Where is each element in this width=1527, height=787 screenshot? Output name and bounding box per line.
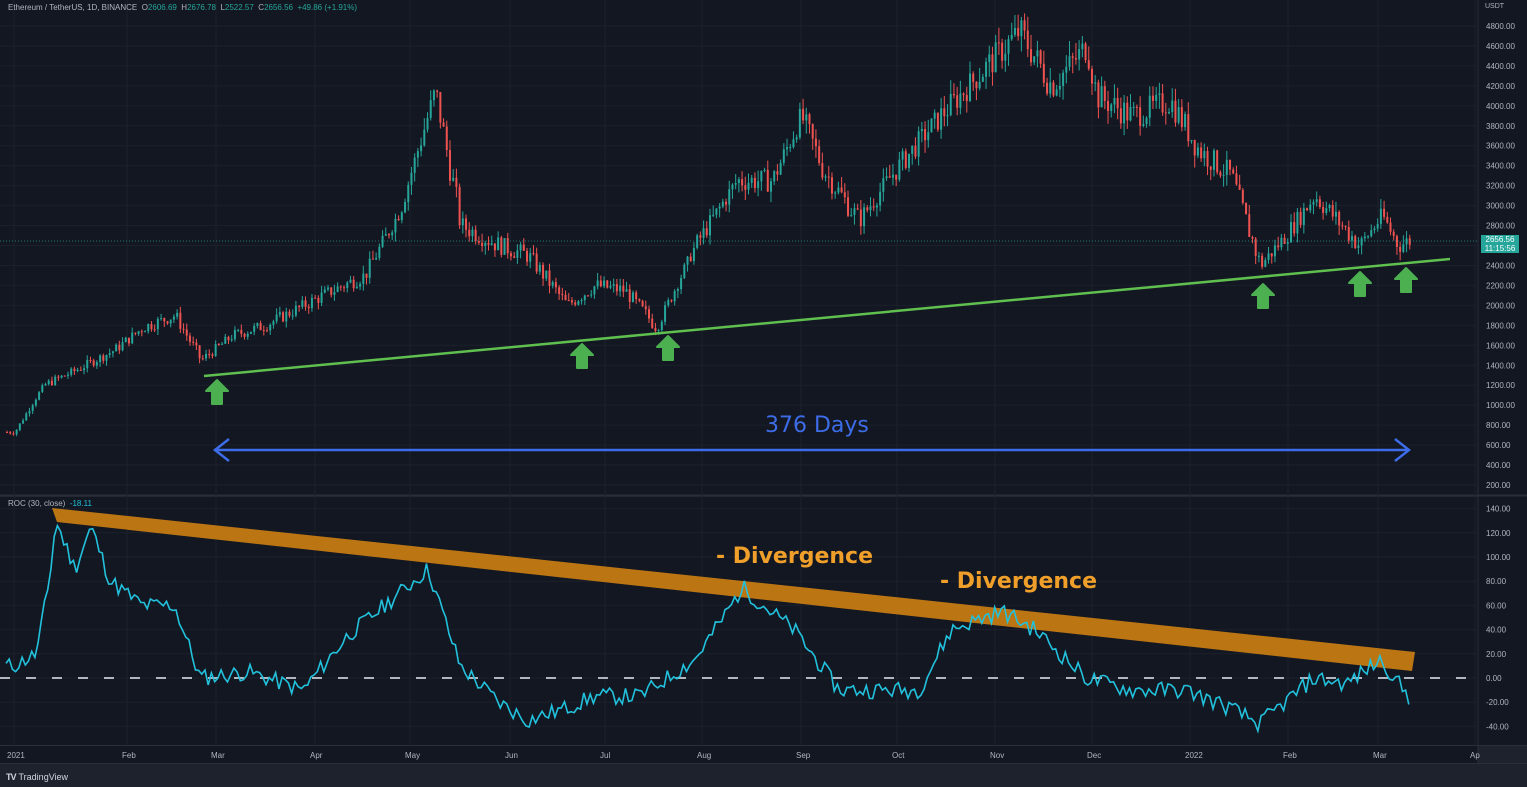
svg-text:2400.00: 2400.00	[1486, 261, 1515, 270]
svg-text:Feb: Feb	[1283, 751, 1297, 760]
svg-text:200.00: 200.00	[1486, 481, 1511, 490]
svg-text:Mar: Mar	[211, 751, 225, 760]
symbol-legend[interactable]: Ethereum / TetherUS, 1D, BINANCE O2606.6…	[8, 3, 358, 12]
support-trendline[interactable]	[203, 257, 1451, 378]
svg-text:Nov: Nov	[990, 751, 1004, 760]
svg-text:1400.00: 1400.00	[1486, 361, 1515, 370]
svg-text:3000.00: 3000.00	[1486, 202, 1515, 211]
svg-text:4000.00: 4000.00	[1486, 102, 1515, 111]
roc-line	[5, 523, 1410, 734]
arrow-left-icon	[212, 438, 230, 462]
svg-text:4600.00: 4600.00	[1486, 42, 1515, 51]
close-value: 2656.56	[264, 3, 293, 12]
svg-text:800.00: 800.00	[1486, 421, 1511, 430]
svg-text:600.00: 600.00	[1486, 441, 1511, 450]
roc-legend[interactable]: ROC (30, close) -18.11	[8, 499, 92, 508]
grid-lines	[0, 0, 1478, 745]
svg-text:3600.00: 3600.00	[1486, 142, 1515, 151]
arrow-right-icon	[1394, 438, 1412, 462]
svg-text:4800.00: 4800.00	[1486, 22, 1515, 31]
svg-text:Feb: Feb	[122, 751, 136, 760]
svg-text:Jul: Jul	[600, 751, 610, 760]
days-label[interactable]: 376 Days	[765, 413, 869, 438]
svg-text:2022: 2022	[1185, 751, 1203, 760]
tradingview-logo-icon: TV	[6, 772, 16, 782]
up-arrow-icon	[205, 379, 229, 405]
svg-text:Apr: Apr	[310, 751, 323, 760]
range-arrow[interactable]	[212, 438, 1412, 462]
up-arrow-icon	[1251, 283, 1275, 309]
symbol-title: Ethereum / TetherUS, 1D, BINANCE	[8, 3, 138, 12]
price-axis-labels: 4800.00 4600.00 4400.00 4200.00 4000.00 3800.…	[1486, 22, 1515, 490]
svg-text:Jun: Jun	[505, 751, 518, 760]
svg-text:2800.00: 2800.00	[1486, 222, 1515, 231]
svg-text:3400.00: 3400.00	[1486, 162, 1515, 171]
open-value: 2606.69	[147, 3, 177, 12]
price-scale[interactable]	[1478, 0, 1527, 745]
svg-text:120.00: 120.00	[1486, 529, 1511, 538]
up-arrow-icon	[1394, 267, 1418, 293]
bar-countdown: 11:15:56	[1484, 243, 1516, 253]
divergence-label-1[interactable]: - Divergence	[716, 544, 873, 569]
candlestick-series	[6, 13, 1411, 437]
svg-text:80.00: 80.00	[1486, 577, 1507, 586]
up-arrow-icon	[656, 335, 680, 361]
roc-title: ROC (30, close)	[8, 499, 66, 508]
svg-text:2200.00: 2200.00	[1486, 281, 1515, 290]
change-value: +49.86 (+1.91%)	[297, 3, 358, 12]
time-scale[interactable]	[0, 745, 1478, 763]
svg-text:3800.00: 3800.00	[1486, 122, 1515, 131]
svg-text:Sep: Sep	[796, 751, 811, 760]
svg-text:2000.00: 2000.00	[1486, 301, 1515, 310]
svg-text:Dec: Dec	[1087, 751, 1101, 760]
svg-text:1000.00: 1000.00	[1486, 401, 1515, 410]
svg-text:2021: 2021	[7, 751, 25, 760]
svg-text:May: May	[405, 751, 420, 760]
divergence-band[interactable]	[52, 508, 1415, 671]
low-value: 2522.57	[224, 3, 254, 12]
svg-text:-40.00: -40.00	[1486, 722, 1509, 731]
tradingview-branding[interactable]: TV TradingView	[6, 772, 68, 782]
svg-text:1200.00: 1200.00	[1486, 381, 1515, 390]
svg-text:100.00: 100.00	[1486, 553, 1511, 562]
svg-text:1600.00: 1600.00	[1486, 341, 1515, 350]
up-arrow-icon	[570, 343, 594, 369]
up-arrow-icon	[1348, 271, 1372, 297]
tradingview-brand: TradingView	[18, 772, 69, 782]
svg-text:4200.00: 4200.00	[1486, 82, 1515, 91]
svg-text:Aug: Aug	[697, 751, 711, 760]
high-value: 2676.78	[187, 3, 216, 12]
svg-text:400.00: 400.00	[1486, 461, 1511, 470]
svg-text:4400.00: 4400.00	[1486, 62, 1515, 71]
svg-text:Ap: Ap	[1470, 751, 1480, 760]
svg-text:0.00: 0.00	[1486, 674, 1502, 683]
roc-value: -18.11	[69, 499, 92, 508]
support-arrows	[205, 267, 1418, 405]
svg-text:Oct: Oct	[892, 751, 905, 760]
svg-text:3200.00: 3200.00	[1486, 182, 1515, 191]
last-price-value: 2656.56	[1485, 235, 1515, 244]
svg-text:Mar: Mar	[1373, 751, 1387, 760]
svg-text:40.00: 40.00	[1486, 626, 1507, 635]
svg-text:140.00: 140.00	[1486, 505, 1511, 514]
time-axis-labels: 2021 Feb Mar Apr May Jun Jul Aug Sep Oct Nov Dec 202…	[7, 751, 1480, 760]
svg-text:1800.00: 1800.00	[1486, 321, 1515, 330]
svg-text:60.00: 60.00	[1486, 601, 1507, 610]
last-price-tag: 2656.56 11:15:56	[1481, 235, 1519, 253]
roc-axis-labels: 140.00 120.00 100.00 80.00 60.00 40.00 20.00 0.…	[1486, 505, 1511, 732]
svg-text:-20.00: -20.00	[1486, 698, 1509, 707]
svg-text:20.00: 20.00	[1486, 650, 1507, 659]
divergence-label-2[interactable]: - Divergence	[940, 569, 1097, 594]
price-pane[interactable]	[0, 0, 1478, 495]
price-unit: USDT	[1485, 3, 1505, 10]
